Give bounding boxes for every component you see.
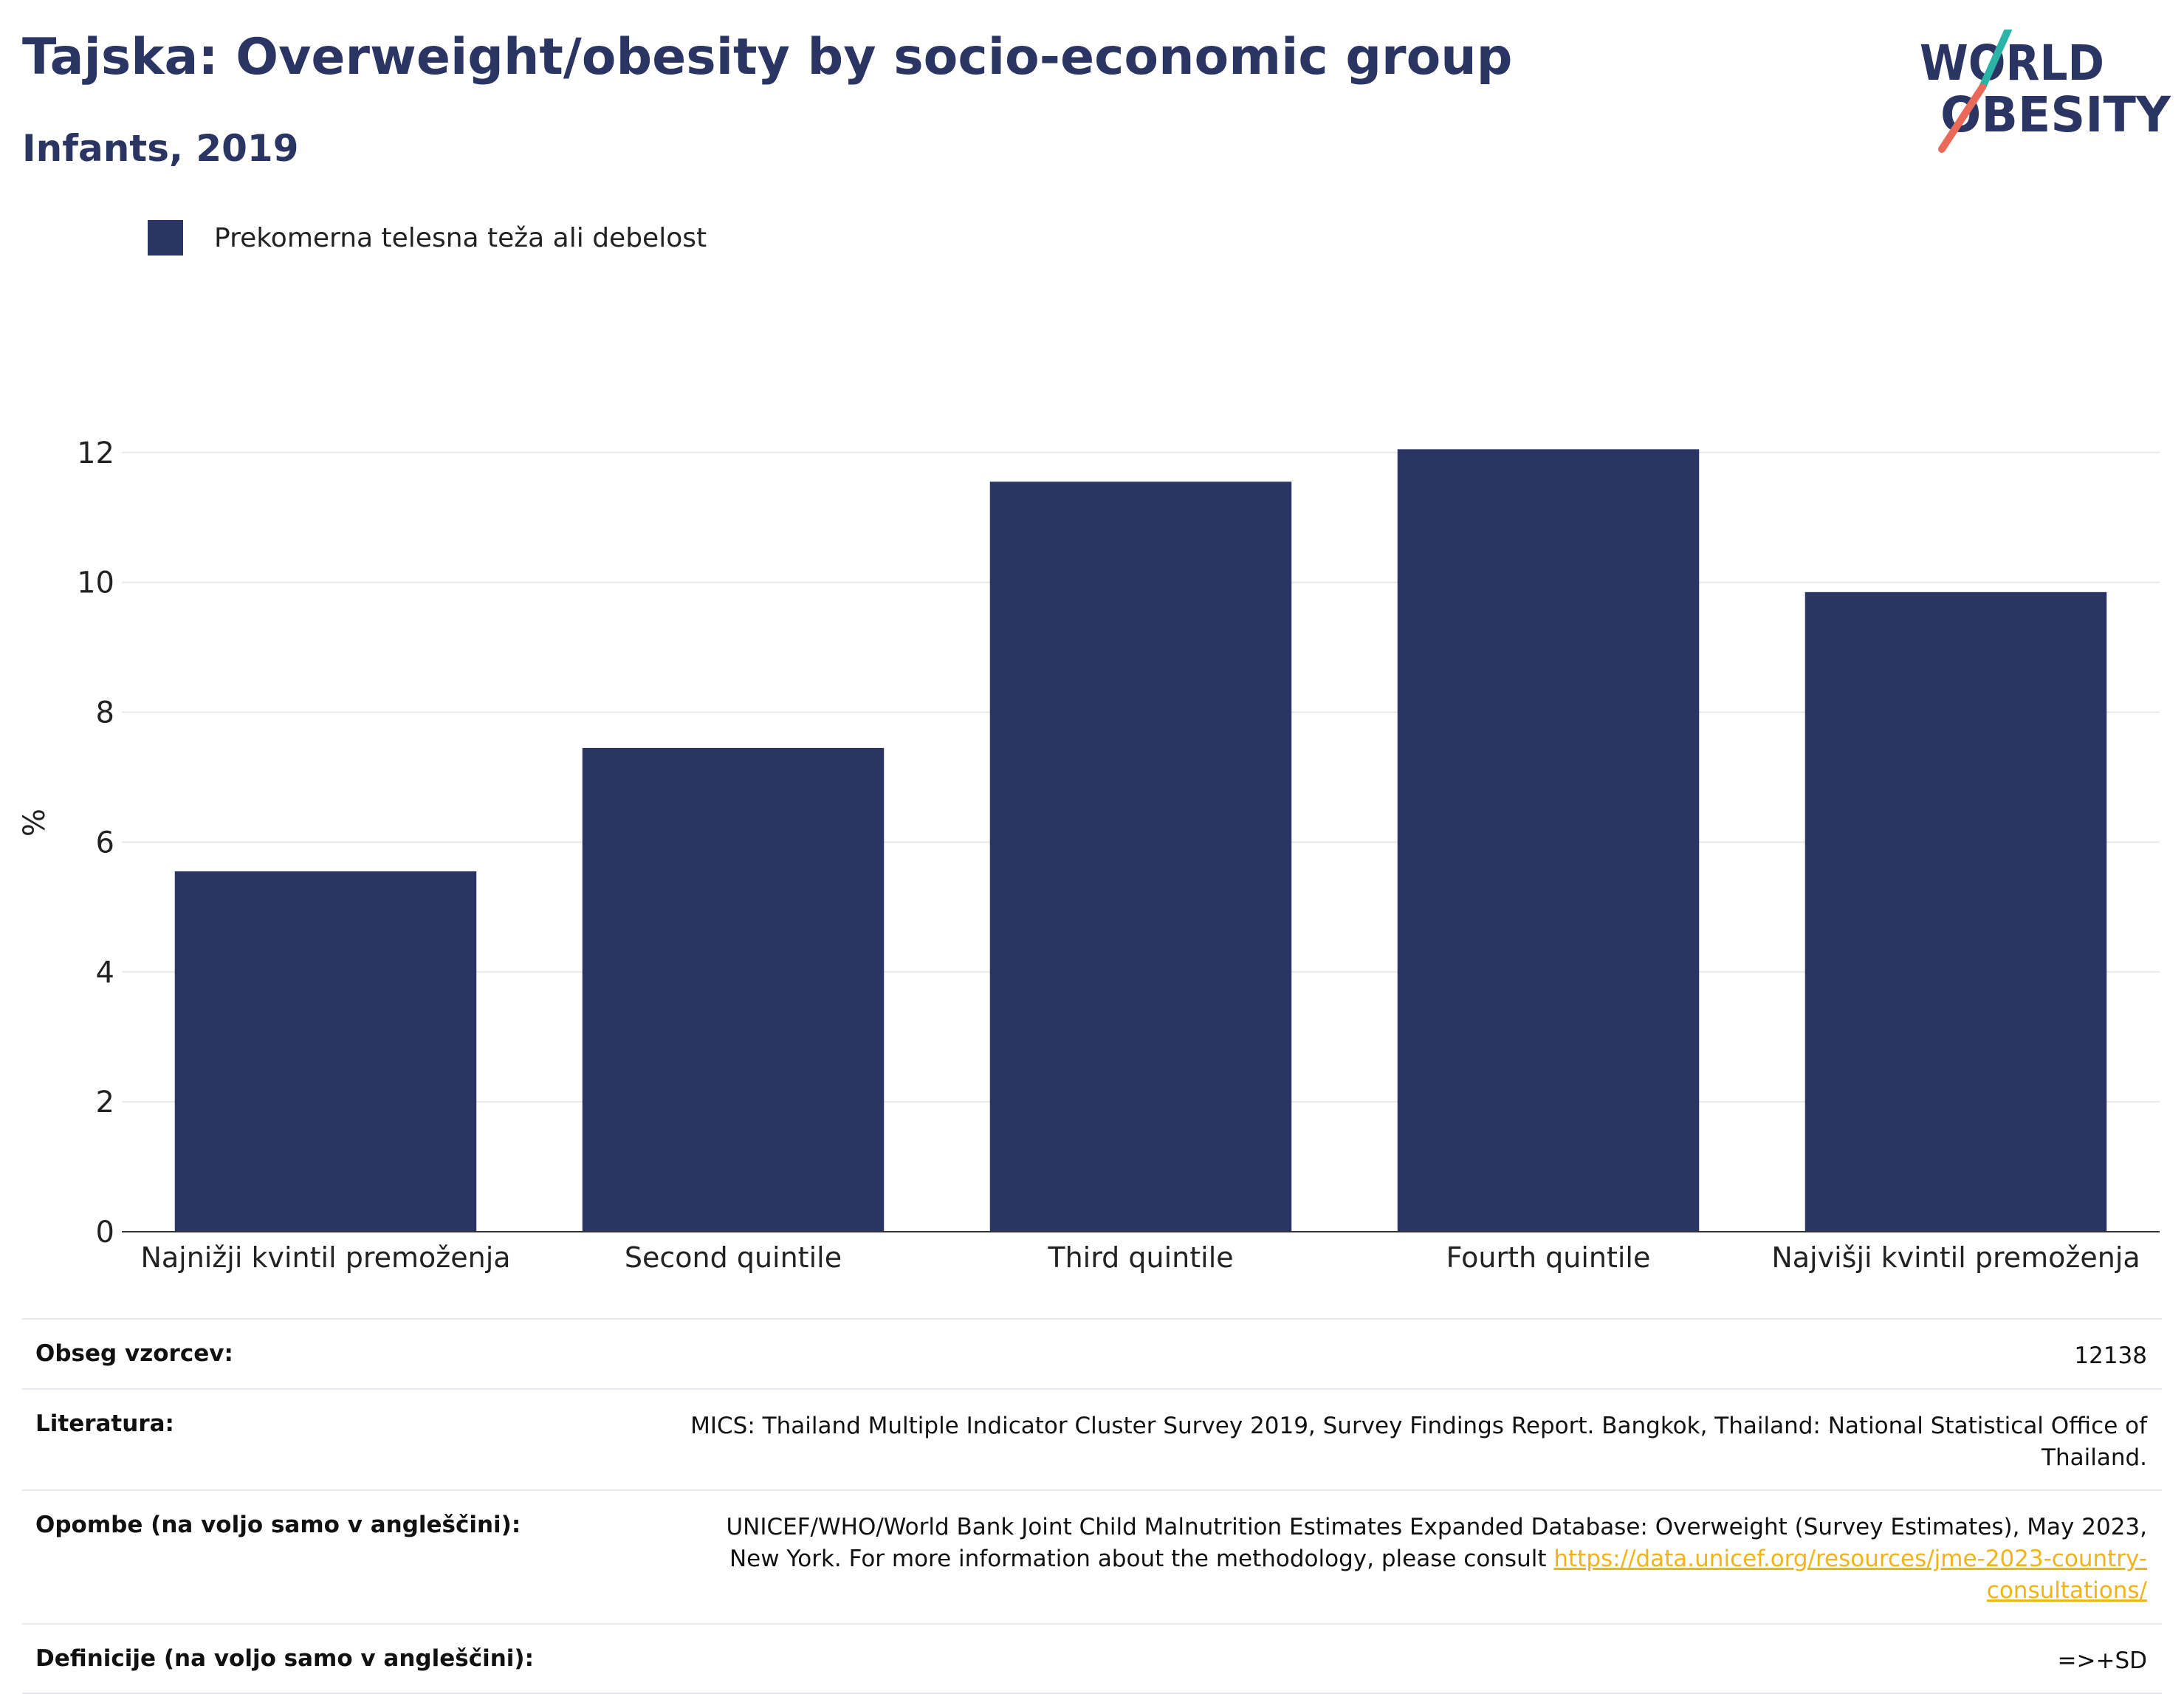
y-tick-label: 6 <box>96 826 114 860</box>
sample-size-label: Obseg vzorcev: <box>35 1340 233 1367</box>
definitions-value: =>+SD <box>2057 1647 2147 1674</box>
bars <box>174 449 2107 1232</box>
x-tick-label: Third quintile <box>1047 1241 1233 1274</box>
logo-text-world: WORLD <box>1920 35 2104 92</box>
x-tick-label: Najvišji kvintil premoženja <box>1771 1241 2140 1274</box>
chart-title: Tajska: Overweight/obesity by socio-econ… <box>22 28 1513 86</box>
meta-row-literature: Literatura: MICS: Thailand Multiple Indi… <box>22 1388 2162 1490</box>
y-tick-label: 10 <box>77 566 114 600</box>
logo-slash-top <box>1979 30 2012 91</box>
meta-row-sample-size: Obseg vzorcev: 12138 <box>22 1318 2162 1388</box>
notes-label: Opombe (na voljo samo v angleščini): <box>35 1512 521 1539</box>
metadata-table: Obseg vzorcev: 12138 Literatura: MICS: T… <box>22 1318 2162 1694</box>
literature-value: MICS: Thailand Multiple Indicator Cluste… <box>690 1412 2147 1471</box>
x-tick-label: Najnižji kvintil premoženja <box>140 1241 510 1274</box>
y-axis-label: % <box>18 809 52 837</box>
y-tick-label: 0 <box>96 1215 114 1249</box>
meta-row-notes: Opombe (na voljo samo v angleščini): UNI… <box>22 1489 2162 1622</box>
bar[interactable] <box>174 871 477 1232</box>
chart-legend[interactable]: Prekomerna telesna teža ali debelost <box>148 220 707 256</box>
legend-label: Prekomerna telesna teža ali debelost <box>214 222 707 253</box>
y-tick-label: 4 <box>96 956 114 990</box>
chart-subtitle: Infants, 2019 <box>22 127 299 170</box>
bar[interactable] <box>1804 591 2107 1232</box>
x-axis-labels: Najnižji kvintil premoženja Second quinti… <box>140 1241 2140 1274</box>
bar[interactable] <box>1397 449 1700 1232</box>
logo-slash-bottom <box>1938 83 1986 153</box>
legend-swatch <box>148 220 183 256</box>
y-tick-label: 8 <box>96 696 114 730</box>
notes-link[interactable]: https://data.unicef.org/resources/jme-20… <box>1553 1546 2147 1604</box>
bar-chart: 0 2 4 6 8 10 12 Najnižji kvintil premoženja Sec… <box>18 436 2160 1274</box>
definitions-label: Definicije (na voljo samo v angleščini): <box>35 1645 534 1672</box>
bar[interactable] <box>582 747 885 1232</box>
x-tick-label: Second quintile <box>625 1241 842 1274</box>
world-obesity-logo: WORLD OBESITY <box>1920 30 2171 153</box>
x-tick-label: Fourth quintile <box>1446 1241 1651 1274</box>
notes-value-container: UNICEF/WHO/World Bank Joint Child Malnut… <box>670 1512 2147 1606</box>
meta-row-definitions: Definicije (na voljo samo v angleščini):… <box>22 1622 2162 1694</box>
sample-size-value: 12138 <box>2074 1342 2147 1369</box>
notes-value: UNICEF/WHO/World Bank Joint Child Malnut… <box>726 1514 2147 1573</box>
y-tick-label: 12 <box>77 436 114 470</box>
y-tick-label: 2 <box>96 1086 114 1119</box>
literature-label: Literatura: <box>35 1410 174 1437</box>
y-axis-ticks: 0 2 4 6 8 10 12 <box>77 436 114 1249</box>
bar[interactable] <box>989 481 1292 1232</box>
